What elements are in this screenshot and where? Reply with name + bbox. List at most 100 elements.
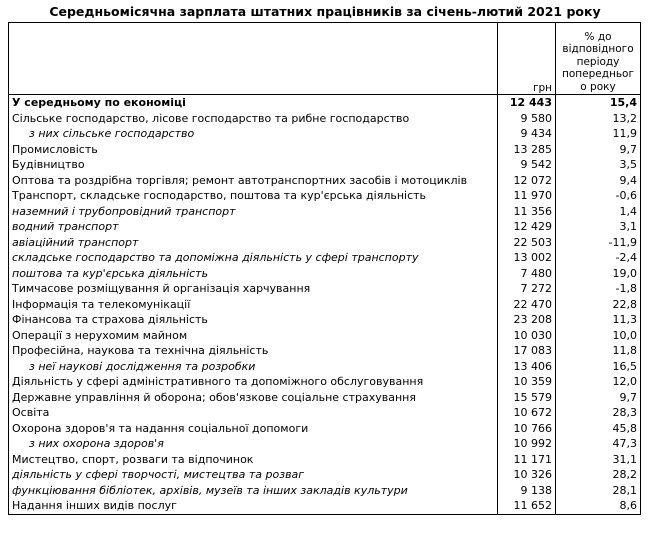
row-value: 10 030 bbox=[497, 327, 556, 343]
row-label: Будівництво bbox=[8, 157, 498, 173]
table-row: поштова та кур'єрська діяльність 7 480 19,… bbox=[8, 265, 641, 281]
row-value: 7 272 bbox=[497, 281, 556, 297]
table-row: діяльність у сфері творчості, мистецтва … bbox=[8, 467, 641, 483]
row-label: Мистецтво, спорт, розваги та відпочинок bbox=[8, 451, 498, 467]
row-value: 23 208 bbox=[497, 312, 556, 328]
row-value: 9 542 bbox=[497, 157, 556, 173]
row-label: Державне управління й оборона; обов'язко… bbox=[8, 389, 498, 405]
row-label: Надання інших видів послуг bbox=[8, 498, 498, 515]
row-value: 8,6 bbox=[555, 498, 641, 515]
table-row: Освіта 10 672 28,3 bbox=[8, 405, 641, 421]
row-value: 19,0 bbox=[555, 265, 641, 281]
title: Середньомісячна зарплата штатних працівн… bbox=[49, 4, 601, 19]
row-value: 3,5 bbox=[555, 157, 641, 173]
row-value: 16,5 bbox=[555, 358, 641, 374]
header-row: грн % до відповідного періоду попередньо… bbox=[8, 22, 641, 95]
row-value: 11 356 bbox=[497, 203, 556, 219]
row-value: 12 443 bbox=[497, 94, 556, 111]
row-label: Діяльність у сфері адміністративного та … bbox=[8, 374, 498, 390]
table-row: з них сільське господарство 9 434 11,9 bbox=[8, 126, 641, 142]
row-value: 10 672 bbox=[497, 405, 556, 421]
table-row: У середньому по економіці 12 443 15,4 bbox=[8, 94, 641, 111]
row-value: 9 434 bbox=[497, 126, 556, 142]
table-row: з неї наукові дослідження та розробки 13 … bbox=[8, 358, 641, 374]
row-value: 11,8 bbox=[555, 343, 641, 359]
header-cell bbox=[8, 22, 498, 95]
row-value: 22,8 bbox=[555, 296, 641, 312]
table-row: Охорона здоров'я та надання соціальної д… bbox=[8, 420, 641, 436]
row-value: 9 580 bbox=[497, 110, 556, 126]
table-row: з них охорона здоров'я 10 992 47,3 bbox=[8, 436, 641, 452]
table-row: Будівництво 9 542 3,5 bbox=[8, 157, 641, 173]
row-label: Тимчасове розміщування й організація хар… bbox=[8, 281, 498, 297]
row-label: діяльність у сфері творчості, мистецтва … bbox=[8, 467, 498, 483]
table-row: Операції з нерухомим майном 10 030 10,0 bbox=[8, 327, 641, 343]
table-row: Інформація та телекомунікації 22 470 22,8 bbox=[8, 296, 641, 312]
row-label: наземний і трубопровідний транспорт bbox=[8, 203, 498, 219]
table-row: функціювання бібліотек, архівів, музеїв … bbox=[8, 482, 641, 498]
row-label: Операції з нерухомим майном bbox=[8, 327, 498, 343]
row-value: 17 083 bbox=[497, 343, 556, 359]
row-value: 10 766 bbox=[497, 420, 556, 436]
row-label: Інформація та телекомунікації bbox=[8, 296, 498, 312]
row-label: Промисловість bbox=[8, 141, 498, 157]
row-value: 28,3 bbox=[555, 405, 641, 421]
row-label: Транспорт, складське господарство, пошто… bbox=[8, 188, 498, 204]
table-row: Сільське господарство, лісове господарст… bbox=[8, 110, 641, 126]
row-value: 13,2 bbox=[555, 110, 641, 126]
table-row: Надання інших видів послуг 11 652 8,6 bbox=[8, 498, 641, 515]
header-cell: % до відповідного періоду попереднього р… bbox=[555, 22, 641, 95]
row-label: авіаційний транспорт bbox=[8, 234, 498, 250]
row-value: 12 072 bbox=[497, 172, 556, 188]
row-value: 10 326 bbox=[497, 467, 556, 483]
row-label: Освіта bbox=[8, 405, 498, 421]
row-value: 9,7 bbox=[555, 389, 641, 405]
row-value: 12,0 bbox=[555, 374, 641, 390]
table-row: Фінансова та страхова діяльність 23 208 11… bbox=[8, 312, 641, 328]
row-label: з неї наукові дослідження та розробки bbox=[8, 358, 498, 374]
row-label: функціювання бібліотек, архівів, музеїв … bbox=[8, 482, 498, 498]
row-value: 22 470 bbox=[497, 296, 556, 312]
table-row: авіаційний транспорт 22 503 -11,9 bbox=[8, 234, 641, 250]
row-value: -0,6 bbox=[555, 188, 641, 204]
row-value: 11 970 bbox=[497, 188, 556, 204]
table-row: Державне управління й оборона; обов'язко… bbox=[8, 389, 641, 405]
row-label: Фінансова та страхова діяльність bbox=[8, 312, 498, 328]
row-label: з них охорона здоров'я bbox=[8, 436, 498, 452]
row-label: Охорона здоров'я та надання соціальної д… bbox=[8, 420, 498, 436]
row-label: складське господарство та допоміжна діял… bbox=[8, 250, 498, 266]
row-value: 9 138 bbox=[497, 482, 556, 498]
table-row: Мистецтво, спорт, розваги та відпочинок 1… bbox=[8, 451, 641, 467]
row-value: 3,1 bbox=[555, 219, 641, 235]
row-value: 10 359 bbox=[497, 374, 556, 390]
row-value: 22 503 bbox=[497, 234, 556, 250]
row-value: 10 992 bbox=[497, 436, 556, 452]
header-cell: грн bbox=[497, 22, 556, 95]
table-row: Промисловість 13 285 9,7 bbox=[8, 141, 641, 157]
row-label: водний транспорт bbox=[8, 219, 498, 235]
row-value: 11,9 bbox=[555, 126, 641, 142]
table-row: Тимчасове розміщування й організація хар… bbox=[8, 281, 641, 297]
row-value: 13 285 bbox=[497, 141, 556, 157]
row-value: 28,1 bbox=[555, 482, 641, 498]
row-value: 13 002 bbox=[497, 250, 556, 266]
row-label: У середньому по економіці bbox=[8, 94, 498, 111]
row-value: 11 652 bbox=[497, 498, 556, 515]
table-row: Діяльність у сфері адміністративного та … bbox=[8, 374, 641, 390]
row-label: Сільське господарство, лісове господарст… bbox=[8, 110, 498, 126]
table-row: Професійна, наукова та технічна діяльніс… bbox=[8, 343, 641, 359]
row-label: Професійна, наукова та технічна діяльніс… bbox=[8, 343, 498, 359]
row-value: -11,9 bbox=[555, 234, 641, 250]
row-value: 9,7 bbox=[555, 141, 641, 157]
row-value: 1,4 bbox=[555, 203, 641, 219]
row-value: 13 406 bbox=[497, 358, 556, 374]
row-value: 15,4 bbox=[555, 94, 641, 111]
row-value: 28,2 bbox=[555, 467, 641, 483]
table-row: Транспорт, складське господарство, пошто… bbox=[8, 188, 641, 204]
row-value: 47,3 bbox=[555, 436, 641, 452]
row-value: 45,8 bbox=[555, 420, 641, 436]
row-label: поштова та кур'єрська діяльність bbox=[8, 265, 498, 281]
row-value: 11 171 bbox=[497, 451, 556, 467]
row-value: 9,4 bbox=[555, 172, 641, 188]
row-label: з них сільське господарство bbox=[8, 126, 498, 142]
